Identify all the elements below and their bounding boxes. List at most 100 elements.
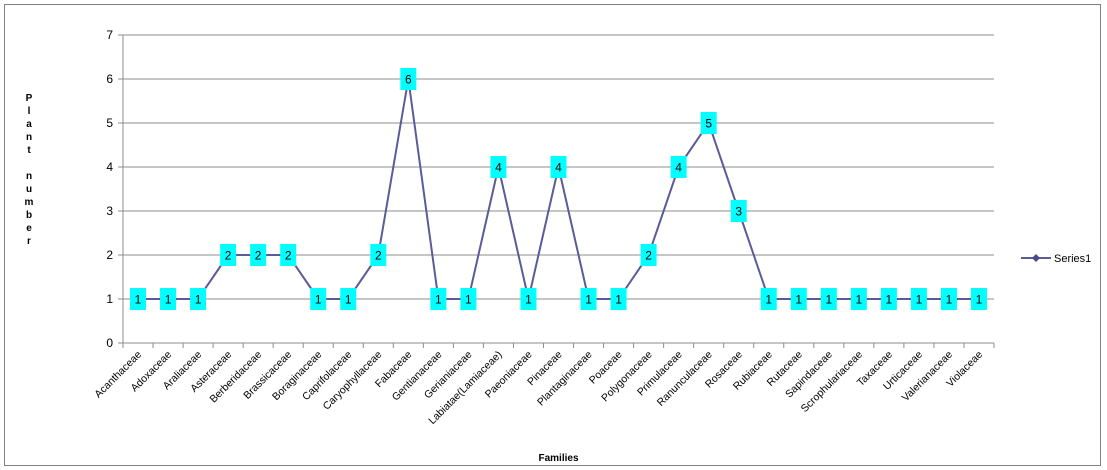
- data-label-box: [640, 244, 657, 266]
- data-label: 1: [850, 288, 867, 310]
- y-axis-title-letter: r: [27, 236, 31, 247]
- data-label-text: 2: [225, 249, 232, 263]
- data-label: 1: [130, 288, 147, 310]
- data-label-box: [370, 244, 387, 266]
- y-tick-labels: 0 1 2 3 4 5 6 7: [106, 28, 113, 350]
- data-label: 5: [700, 112, 717, 134]
- y-tick-label: 1: [106, 292, 113, 306]
- data-label-text: 1: [795, 293, 802, 307]
- data-label-box: [820, 288, 837, 310]
- data-label: 1: [880, 288, 897, 310]
- data-label-box: [880, 288, 897, 310]
- data-label: 1: [310, 288, 327, 310]
- data-label-box: [610, 288, 627, 310]
- legend-marker-diamond: [1032, 254, 1040, 262]
- data-label: 1: [580, 288, 597, 310]
- data-label-box: [580, 288, 597, 310]
- y-axis-title-letter: t: [27, 145, 31, 156]
- y-axis-title-letter: n: [26, 171, 32, 182]
- data-label: 1: [430, 288, 447, 310]
- data-label: 1: [520, 288, 537, 310]
- y-axis-title-letter: e: [26, 223, 32, 234]
- data-label-box: [130, 288, 147, 310]
- data-label-box: [970, 288, 987, 310]
- data-label-text: 1: [585, 293, 592, 307]
- data-label: 1: [970, 288, 987, 310]
- data-label: 2: [220, 244, 237, 266]
- data-label: 1: [160, 288, 177, 310]
- data-label-text: 4: [555, 161, 562, 175]
- data-label-text: 1: [525, 293, 532, 307]
- data-label-text: 4: [675, 161, 682, 175]
- data-label: 1: [760, 288, 777, 310]
- y-axis-title-letter: b: [26, 210, 32, 221]
- data-label-box: [910, 288, 927, 310]
- y-axis-title-letter: l: [28, 106, 31, 117]
- y-tick-label: 3: [106, 204, 113, 218]
- y-tick-label: 6: [106, 72, 113, 86]
- data-label-text: 1: [976, 293, 983, 307]
- data-label: 2: [370, 244, 387, 266]
- data-label: 2: [640, 244, 657, 266]
- data-label-text: 1: [856, 293, 863, 307]
- data-label-box: [190, 288, 207, 310]
- y-axis-title-letter: u: [26, 184, 32, 195]
- data-label-text: 1: [435, 293, 442, 307]
- data-label-text: 5: [705, 117, 712, 131]
- legend-series-label: Series1: [1054, 253, 1091, 265]
- data-label: 3: [730, 200, 747, 222]
- y-tick-label: 0: [106, 336, 113, 350]
- data-label-text: 1: [916, 293, 923, 307]
- data-label-box: [730, 200, 747, 222]
- data-label-box: [220, 244, 237, 266]
- y-tick-label: 2: [106, 248, 113, 262]
- y-tick-label: 5: [106, 116, 113, 130]
- data-label-text: 1: [165, 293, 172, 307]
- line-chart: 0 1 2 3 4 5 6 7 AcanthaceaeAdoxaceaeAraliaceaeA…: [25, 28, 1092, 464]
- y-axis-title-letter: n: [26, 132, 32, 143]
- legend: Series1: [1021, 253, 1091, 265]
- data-label-text: 2: [255, 249, 262, 263]
- data-label: 1: [460, 288, 477, 310]
- data-label: 1: [790, 288, 807, 310]
- data-label-text: 1: [825, 293, 832, 307]
- data-label-box: [940, 288, 957, 310]
- data-label-text: 3: [735, 205, 742, 219]
- data-label-box: [760, 288, 777, 310]
- y-tick-label: 7: [106, 28, 113, 42]
- data-label: 2: [250, 244, 267, 266]
- data-label-text: 1: [886, 293, 893, 307]
- data-label-text: 1: [345, 293, 352, 307]
- data-label-box: [400, 68, 417, 90]
- data-label-box: [250, 244, 267, 266]
- data-label: 6: [400, 68, 417, 90]
- data-label-text: 2: [285, 249, 292, 263]
- data-label-text: 1: [135, 293, 142, 307]
- data-label: 1: [940, 288, 957, 310]
- data-label-text: 1: [765, 293, 772, 307]
- data-label: 2: [280, 244, 297, 266]
- data-label-text: 1: [946, 293, 953, 307]
- x-tick-labels: AcanthaceaeAdoxaceaeAraliaceaeAsteraceae…: [92, 349, 985, 427]
- y-axis-title-letter: P: [26, 93, 33, 104]
- data-label-box: [520, 288, 537, 310]
- y-tick-label: 4: [106, 160, 113, 174]
- data-label-box: [340, 288, 357, 310]
- data-label-text: 1: [615, 293, 622, 307]
- data-label-text: 2: [375, 249, 382, 263]
- axes: [118, 34, 995, 348]
- data-label-box: [460, 288, 477, 310]
- data-label: 4: [490, 156, 507, 178]
- y-axis-title-letter: a: [26, 119, 32, 130]
- data-label-box: [160, 288, 177, 310]
- data-label-box: [280, 244, 297, 266]
- data-label: 1: [340, 288, 357, 310]
- data-label: 4: [670, 156, 687, 178]
- data-label-text: 1: [465, 293, 472, 307]
- data-label-text: 4: [495, 161, 502, 175]
- data-label-text: 1: [195, 293, 202, 307]
- data-label-box: [670, 156, 687, 178]
- x-tick-label: Plantaginaceae: [535, 349, 595, 409]
- data-labels: 1 1 1 2 2 2 1 1 2 6 1 1 4 1 4 1 1 2 4 5 3 1 1 1 1 1 1 1 1: [130, 68, 987, 310]
